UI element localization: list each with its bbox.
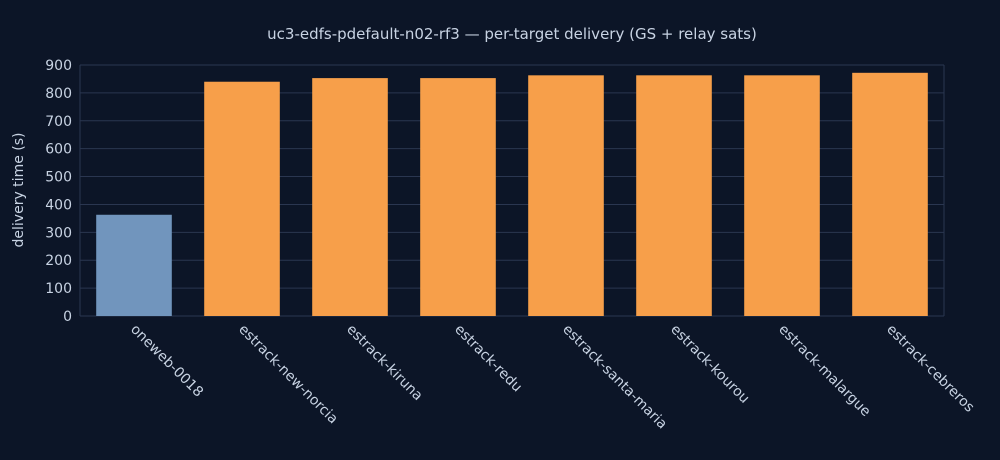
y-tick-label: 500 bbox=[45, 170, 72, 186]
bars bbox=[96, 72, 928, 317]
chart-title: uc3-edfs-pdefault-n02-rf3 — per-target d… bbox=[267, 25, 757, 43]
x-axis-ticks: oneweb-0018 estrack-new-norcia estrack-kir… bbox=[127, 322, 977, 433]
y-tick-label: 300 bbox=[45, 225, 72, 241]
x-tick-label: estrack-santa-maria bbox=[559, 322, 670, 433]
bar-estrack-cebreros[interactable] bbox=[852, 72, 928, 316]
x-tick-label: estrack-cebreros bbox=[883, 322, 977, 416]
y-tick-label: 400 bbox=[45, 197, 72, 213]
bar-estrack-malargue[interactable] bbox=[744, 75, 820, 317]
y-tick-label: 800 bbox=[45, 86, 72, 102]
bar-estrack-santa-maria[interactable] bbox=[528, 75, 604, 317]
x-tick-label: estrack-malargue bbox=[775, 322, 873, 420]
bar-estrack-new-norcia[interactable] bbox=[204, 81, 280, 316]
bar-estrack-redu[interactable] bbox=[420, 78, 496, 316]
bar-oneweb-0018[interactable] bbox=[96, 214, 172, 316]
x-tick-label: estrack-new-norcia bbox=[235, 322, 341, 428]
y-tick-label: 700 bbox=[45, 114, 72, 130]
y-tick-label: 200 bbox=[45, 253, 72, 269]
x-tick-label: estrack-kourou bbox=[667, 322, 752, 407]
y-tick-label: 100 bbox=[45, 281, 72, 297]
y-tick-label: 0 bbox=[63, 309, 72, 325]
bar-estrack-kiruna[interactable] bbox=[312, 78, 388, 316]
bar-estrack-kourou[interactable] bbox=[636, 75, 712, 317]
y-axis-label: delivery time (s) bbox=[11, 133, 27, 248]
x-tick-label: oneweb-0018 bbox=[127, 322, 206, 401]
y-tick-label: 600 bbox=[45, 142, 72, 158]
y-tick-label: 900 bbox=[45, 58, 72, 74]
x-tick-label: estrack-redu bbox=[451, 322, 525, 396]
x-tick-label: estrack-kiruna bbox=[343, 322, 425, 404]
y-axis-ticks: 0 100 200 300 400 500 600 700 800 900 bbox=[45, 58, 72, 325]
